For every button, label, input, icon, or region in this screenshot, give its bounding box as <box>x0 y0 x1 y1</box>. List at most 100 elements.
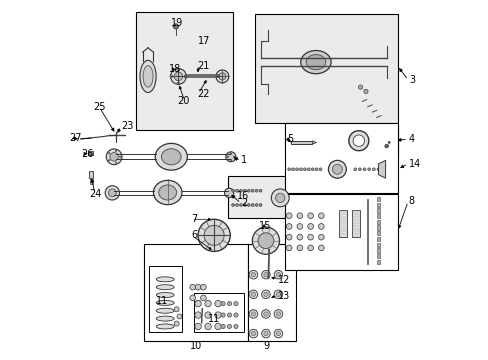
Circle shape <box>174 72 183 81</box>
Circle shape <box>189 284 195 290</box>
Circle shape <box>307 213 313 219</box>
Circle shape <box>315 168 317 171</box>
Circle shape <box>318 234 324 240</box>
Bar <box>90 178 93 184</box>
Bar <box>290 141 312 144</box>
Text: 26: 26 <box>81 149 93 159</box>
Bar <box>333 125 397 157</box>
Circle shape <box>226 156 228 157</box>
Circle shape <box>194 323 201 330</box>
Circle shape <box>358 168 361 171</box>
Circle shape <box>263 312 267 316</box>
Text: 8: 8 <box>408 197 414 206</box>
Bar <box>376 231 379 235</box>
Bar <box>228 176 294 217</box>
Bar <box>376 214 379 218</box>
Text: 2: 2 <box>241 198 246 208</box>
Circle shape <box>274 310 282 318</box>
Circle shape <box>384 144 387 148</box>
Circle shape <box>247 203 250 206</box>
Circle shape <box>307 224 313 229</box>
Circle shape <box>227 301 231 306</box>
Circle shape <box>248 310 257 318</box>
Circle shape <box>225 152 235 162</box>
Circle shape <box>251 312 255 316</box>
Circle shape <box>252 227 279 254</box>
Circle shape <box>261 270 270 279</box>
Circle shape <box>89 152 92 155</box>
Circle shape <box>230 153 231 154</box>
Text: 1: 1 <box>241 156 246 165</box>
Circle shape <box>248 270 257 279</box>
Circle shape <box>328 160 346 178</box>
Circle shape <box>200 295 206 301</box>
Circle shape <box>233 324 238 329</box>
Bar <box>351 210 359 237</box>
Circle shape <box>276 332 280 336</box>
Ellipse shape <box>159 185 176 200</box>
Text: 20: 20 <box>177 96 189 107</box>
Bar <box>193 293 244 332</box>
Bar <box>376 197 379 201</box>
Circle shape <box>216 70 228 83</box>
Circle shape <box>173 24 178 29</box>
Circle shape <box>276 312 280 316</box>
Text: 7: 7 <box>191 214 198 224</box>
Circle shape <box>214 312 221 318</box>
Ellipse shape <box>156 300 174 305</box>
Circle shape <box>230 159 231 161</box>
Circle shape <box>353 168 356 171</box>
Circle shape <box>263 273 267 277</box>
Ellipse shape <box>300 50 330 74</box>
Circle shape <box>363 89 367 94</box>
Circle shape <box>287 168 290 171</box>
Circle shape <box>251 292 255 296</box>
Text: 5: 5 <box>287 134 293 144</box>
Circle shape <box>348 131 368 151</box>
Circle shape <box>214 300 221 307</box>
Circle shape <box>387 141 389 144</box>
Circle shape <box>261 310 270 318</box>
Circle shape <box>295 168 298 171</box>
Circle shape <box>239 203 242 206</box>
Bar <box>376 237 379 241</box>
Circle shape <box>263 292 267 296</box>
Bar <box>376 243 379 247</box>
Circle shape <box>221 313 225 317</box>
Text: 11: 11 <box>207 314 220 324</box>
Bar <box>88 152 93 155</box>
Circle shape <box>105 186 119 200</box>
Circle shape <box>296 224 302 229</box>
Ellipse shape <box>156 316 174 321</box>
Circle shape <box>119 156 121 157</box>
Circle shape <box>255 189 258 192</box>
Circle shape <box>177 82 180 85</box>
Polygon shape <box>312 141 316 144</box>
Circle shape <box>224 188 233 198</box>
Circle shape <box>367 168 370 171</box>
Bar <box>148 266 182 332</box>
Ellipse shape <box>143 66 153 87</box>
Circle shape <box>251 273 255 277</box>
Circle shape <box>261 329 270 338</box>
Circle shape <box>243 203 246 206</box>
Circle shape <box>363 168 365 171</box>
Ellipse shape <box>156 277 174 282</box>
Circle shape <box>184 75 186 78</box>
Ellipse shape <box>156 324 174 329</box>
Bar <box>88 171 93 178</box>
Ellipse shape <box>155 143 187 170</box>
Circle shape <box>274 329 282 338</box>
Circle shape <box>108 159 110 161</box>
Text: 4: 4 <box>408 134 414 144</box>
Circle shape <box>239 189 242 192</box>
Circle shape <box>233 313 238 317</box>
Text: 24: 24 <box>89 189 101 199</box>
Text: 14: 14 <box>408 159 420 169</box>
Circle shape <box>285 213 291 219</box>
Circle shape <box>275 193 285 203</box>
Circle shape <box>276 292 280 296</box>
Circle shape <box>169 75 172 78</box>
Bar <box>284 125 331 157</box>
Circle shape <box>214 323 221 330</box>
